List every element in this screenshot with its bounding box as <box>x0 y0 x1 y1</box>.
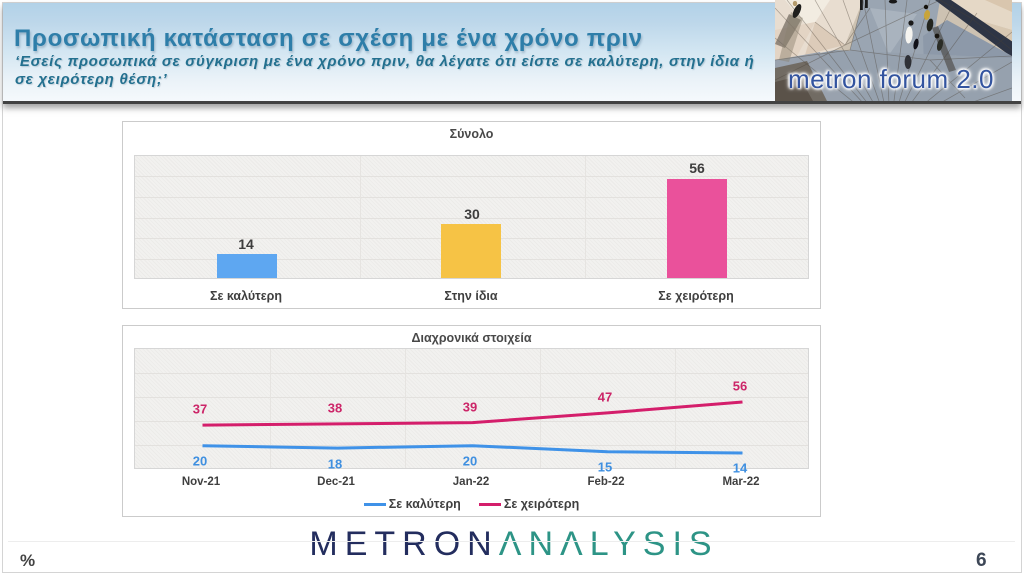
svg-text:metron forum 2.0: metron forum 2.0 <box>788 64 994 94</box>
